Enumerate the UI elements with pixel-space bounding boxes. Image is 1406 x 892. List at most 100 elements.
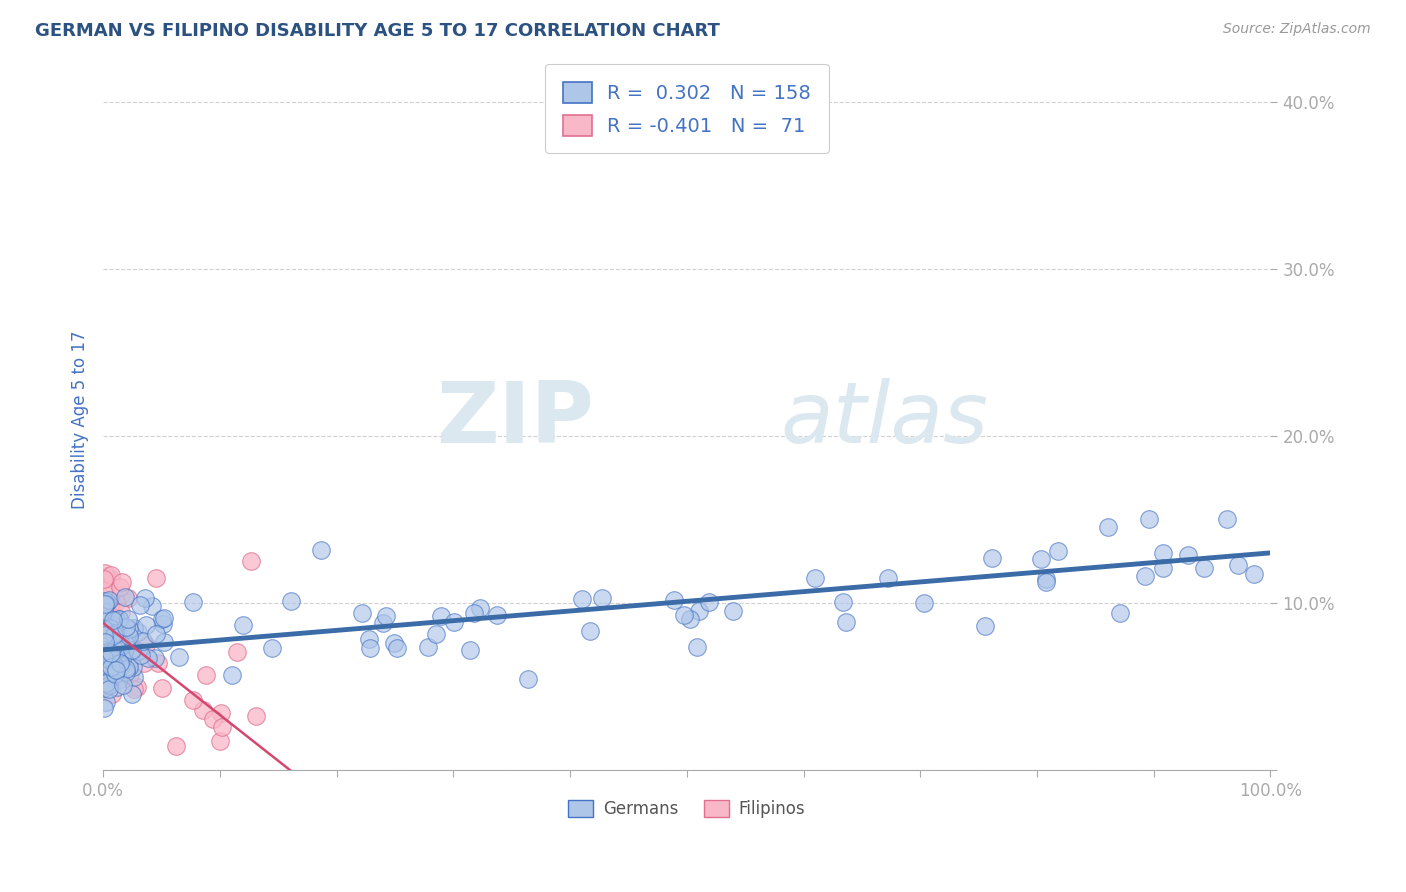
Point (148, 657, 170, 671)
Point (486, 607, 509, 622)
Point (98, 622, 121, 636)
Point (98, 625, 121, 640)
Point (127, 644, 149, 658)
Point (803, 571, 825, 585)
Point (94, 594, 117, 608)
Point (1035, 575, 1057, 590)
Point (93, 643, 115, 657)
Point (108, 633, 131, 648)
Point (93, 572, 115, 586)
Point (105, 654, 128, 668)
Point (100, 572, 122, 586)
Point (96, 659, 118, 673)
Point (97, 647, 120, 661)
Point (103, 628, 125, 642)
Point (104, 667, 127, 681)
Point (96, 645, 118, 659)
Point (103, 614, 125, 628)
Point (1177, 548, 1199, 562)
Point (194, 668, 217, 682)
Point (98, 635, 121, 649)
Point (97, 665, 120, 679)
Point (135, 639, 157, 653)
Point (96, 664, 118, 678)
Point (94, 679, 117, 693)
Point (100, 586, 122, 600)
Point (1192, 560, 1215, 574)
Point (94, 645, 117, 659)
Point (103, 659, 125, 673)
Point (107, 673, 129, 688)
Point (385, 641, 408, 656)
Point (211, 720, 233, 734)
Point (118, 660, 141, 674)
Point (107, 657, 129, 672)
Point (697, 595, 720, 609)
Point (688, 603, 710, 617)
Point (98, 648, 121, 663)
Point (143, 650, 166, 665)
Point (121, 687, 143, 701)
Point (96, 676, 118, 690)
Point (141, 599, 163, 613)
Point (108, 656, 131, 670)
Text: atlas: atlas (780, 377, 988, 461)
Point (105, 627, 128, 641)
Point (115, 661, 138, 675)
Y-axis label: Disability Age 5 to 17: Disability Age 5 to 17 (72, 330, 89, 508)
Point (94, 629, 117, 643)
Point (1152, 546, 1174, 560)
Point (93, 630, 115, 644)
Point (105, 680, 128, 694)
Point (209, 706, 232, 720)
Point (101, 687, 124, 701)
Point (167, 650, 190, 665)
Point (98, 652, 121, 666)
Point (352, 606, 374, 620)
Point (100, 657, 122, 671)
Point (93, 630, 115, 644)
Point (1109, 606, 1132, 620)
Point (145, 571, 167, 585)
Point (1215, 512, 1237, 526)
Point (108, 638, 131, 652)
Point (112, 678, 135, 692)
Point (679, 612, 702, 626)
Point (831, 595, 853, 609)
Point (94, 635, 117, 649)
Point (108, 640, 131, 654)
Point (145, 627, 167, 641)
Point (103, 614, 125, 628)
Point (150, 612, 173, 626)
Point (104, 631, 127, 645)
Point (114, 591, 136, 605)
Point (225, 644, 247, 658)
Point (120, 644, 142, 658)
Point (245, 709, 267, 723)
Point (136, 651, 159, 665)
Point (115, 620, 138, 634)
Point (876, 571, 898, 585)
Point (122, 621, 145, 635)
Point (110, 588, 132, 602)
Text: Source: ZipAtlas.com: Source: ZipAtlas.com (1223, 22, 1371, 37)
Point (108, 612, 131, 626)
Point (127, 624, 149, 639)
Point (98, 681, 121, 696)
Point (114, 642, 136, 657)
Point (209, 733, 232, 747)
Point (193, 703, 215, 717)
Point (108, 612, 131, 626)
Point (118, 659, 141, 673)
Point (672, 608, 695, 623)
Point (131, 634, 153, 648)
Point (98, 593, 121, 607)
Point (94, 674, 117, 689)
Point (98, 599, 121, 614)
Point (93, 681, 115, 696)
Point (101, 619, 124, 633)
Point (114, 637, 136, 651)
Point (93, 651, 115, 665)
Legend: Germans, Filipinos: Germans, Filipinos (561, 793, 811, 825)
Point (96, 648, 118, 662)
